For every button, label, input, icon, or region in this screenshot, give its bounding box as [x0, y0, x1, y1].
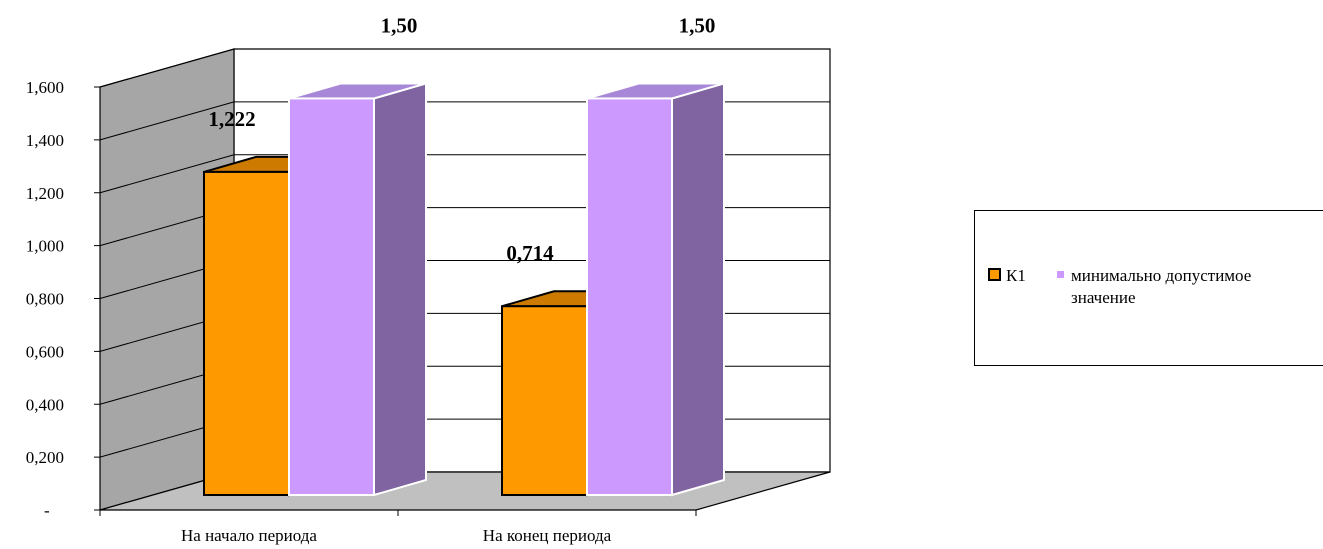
legend-label-k1: К1 — [1006, 266, 1026, 285]
legend-swatch-min — [1057, 271, 1064, 278]
y-tick-label: - — [44, 501, 50, 520]
y-tick-label: 1,600 — [26, 78, 64, 97]
data-labels: 1,222 1,50 0,714 1,50 — [208, 13, 715, 265]
y-tick-label: 1,200 — [26, 184, 64, 203]
gridline-side — [99, 48, 235, 88]
y-tick-label: 0,800 — [26, 290, 64, 309]
bars — [203, 82, 725, 497]
y-tick-label: 1,000 — [26, 237, 64, 256]
bar-side — [671, 82, 725, 497]
x-category-label: На конец периода — [483, 526, 612, 545]
data-label: 1,50 — [679, 13, 716, 37]
legend-label-min-line1: минимально допустимое — [1071, 266, 1252, 285]
bar-k1 — [501, 305, 588, 496]
bar-min-value — [586, 97, 673, 496]
y-tick-label: 0,400 — [26, 395, 64, 414]
bar-min-value — [288, 97, 375, 496]
y-tick-label: 1,400 — [26, 131, 64, 150]
gridline-side — [99, 154, 235, 194]
data-label: 0,714 — [506, 241, 554, 265]
data-label: 1,222 — [208, 107, 255, 131]
y-axis: - 0,200 0,400 0,600 0,800 1,000 1,200 1,400 1,60… — [26, 78, 697, 520]
x-axis-categories: На начало периода На конец периода — [181, 526, 612, 545]
legend: К1 минимально допустимое значение — [974, 210, 1323, 366]
x-category-label: На начало периода — [181, 526, 317, 545]
bar-side — [373, 82, 427, 497]
data-label: 1,50 — [381, 13, 418, 37]
y-tick-label: 0,200 — [26, 448, 64, 467]
bar-k1 — [203, 170, 290, 496]
y-tick-label: 0,600 — [26, 342, 64, 361]
legend-label-min-line2: значение — [1071, 288, 1136, 307]
legend-swatch-k1 — [988, 268, 1001, 281]
gridline-side — [99, 101, 235, 141]
